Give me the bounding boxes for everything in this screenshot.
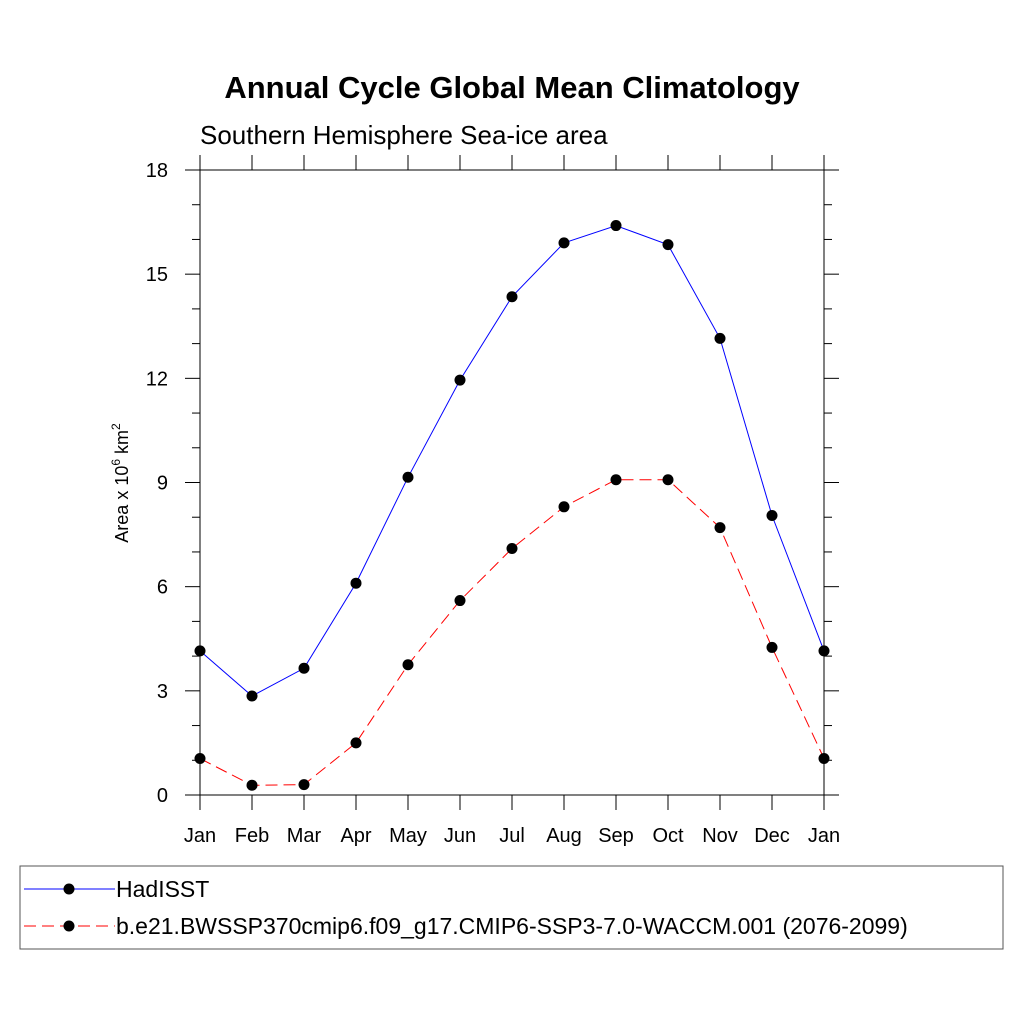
chart-subtitle: Southern Hemisphere Sea-ice area (200, 120, 608, 150)
data-point-s2-2 (298, 779, 310, 791)
data-point-s1-10 (714, 332, 726, 344)
data-point-s1-7 (558, 237, 570, 249)
x-tick-label: Oct (652, 825, 684, 847)
x-tick-label: Jan (184, 825, 216, 847)
x-tick-label: Dec (754, 825, 790, 847)
legend-marker-2 (63, 920, 75, 932)
legend-marker-1 (63, 883, 75, 895)
x-tick-label: Nov (702, 825, 738, 847)
y-tick-label: 9 (157, 473, 168, 495)
data-point-s1-0 (194, 645, 206, 657)
series-line-2 (199, 479, 825, 786)
data-point-s2-0 (194, 753, 206, 765)
legend-label-1: HadISST (116, 876, 209, 902)
data-point-s1-3 (350, 577, 362, 589)
data-point-s2-8 (610, 474, 622, 486)
y-axis-label: Area x 106 km2 (109, 423, 132, 543)
x-tick-label: Aug (546, 825, 582, 847)
x-tick-label: Jul (499, 825, 525, 847)
data-point-s1-8 (610, 220, 622, 232)
data-point-s1-12 (818, 645, 830, 657)
data-point-s1-5 (454, 374, 466, 386)
chart-title: Annual Cycle Global Mean Climatology (224, 70, 800, 105)
x-tick-label: Mar (287, 825, 322, 847)
legend-box (19, 865, 1004, 950)
data-point-s2-11 (766, 641, 778, 653)
y-tick-label: 18 (146, 160, 168, 182)
y-tick-label: 6 (157, 577, 168, 599)
data-point-s2-10 (714, 522, 726, 534)
y-tick-label: 3 (157, 681, 168, 703)
legend-label-2: b.e21.BWSSP370cmip6.f09_g17.CMIP6-SSP3-7… (116, 913, 908, 939)
legend-entry-1: HadISST (24, 876, 209, 902)
data-point-s1-9 (662, 239, 674, 251)
data-point-s2-5 (454, 595, 466, 607)
y-tick-label: 15 (146, 264, 168, 286)
x-tick-label: May (389, 825, 427, 847)
plot-area: 0 3 6 9 12 15 18 Jan Feb Mar Apr May Jun Jul Aug Sep Oct… (146, 155, 840, 847)
data-point-s2-7 (558, 501, 570, 513)
data-point-s2-9 (662, 474, 674, 486)
x-tick-label: Sep (598, 825, 634, 847)
y-tick-label: 0 (157, 785, 168, 807)
x-tick-label: Feb (235, 825, 269, 847)
legend-entry-2: b.e21.BWSSP370cmip6.f09_g17.CMIP6-SSP3-7… (24, 913, 908, 939)
data-point-s2-12 (818, 753, 830, 765)
data-point-s2-1 (246, 779, 258, 791)
data-point-s2-4 (402, 659, 414, 671)
x-tick-label: Apr (340, 825, 371, 847)
plot-frame (199, 169, 825, 796)
data-point-s1-2 (298, 662, 310, 674)
data-point-s1-1 (246, 690, 258, 702)
legend: HadISST b.e21.BWSSP370cmip6.f09_g17.CMIP… (19, 865, 1004, 950)
data-point-s1-6 (506, 291, 518, 303)
data-point-s1-4 (402, 471, 414, 483)
data-point-s1-11 (766, 509, 778, 521)
data-point-s2-3 (350, 737, 362, 749)
x-tick-label: Jun (444, 825, 476, 847)
data-point-s2-6 (506, 542, 518, 554)
y-tick-label: 12 (146, 368, 168, 390)
x-tick-label: Jan (808, 825, 840, 847)
